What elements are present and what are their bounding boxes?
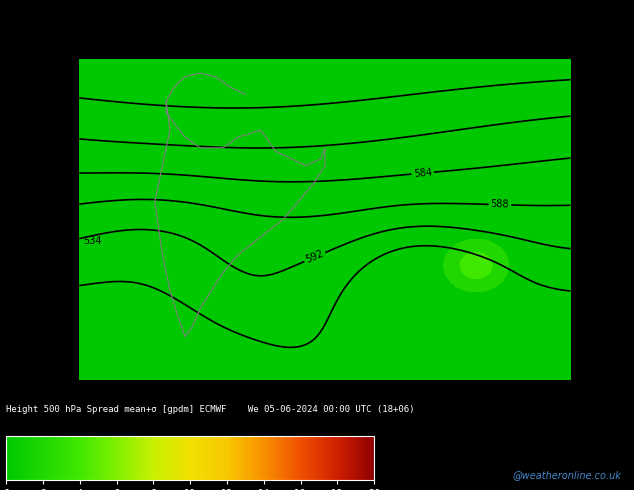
Text: 534: 534 — [83, 236, 101, 246]
Text: @weatheronline.co.uk: @weatheronline.co.uk — [512, 470, 621, 480]
Text: 588: 588 — [491, 199, 509, 210]
Text: 592: 592 — [304, 249, 325, 265]
Text: 584: 584 — [413, 167, 432, 179]
Text: Height 500 hPa Spread mean+σ [gpdm] ECMWF    We 05-06-2024 00:00 UTC (18+06): Height 500 hPa Spread mean+σ [gpdm] ECMW… — [6, 405, 415, 414]
